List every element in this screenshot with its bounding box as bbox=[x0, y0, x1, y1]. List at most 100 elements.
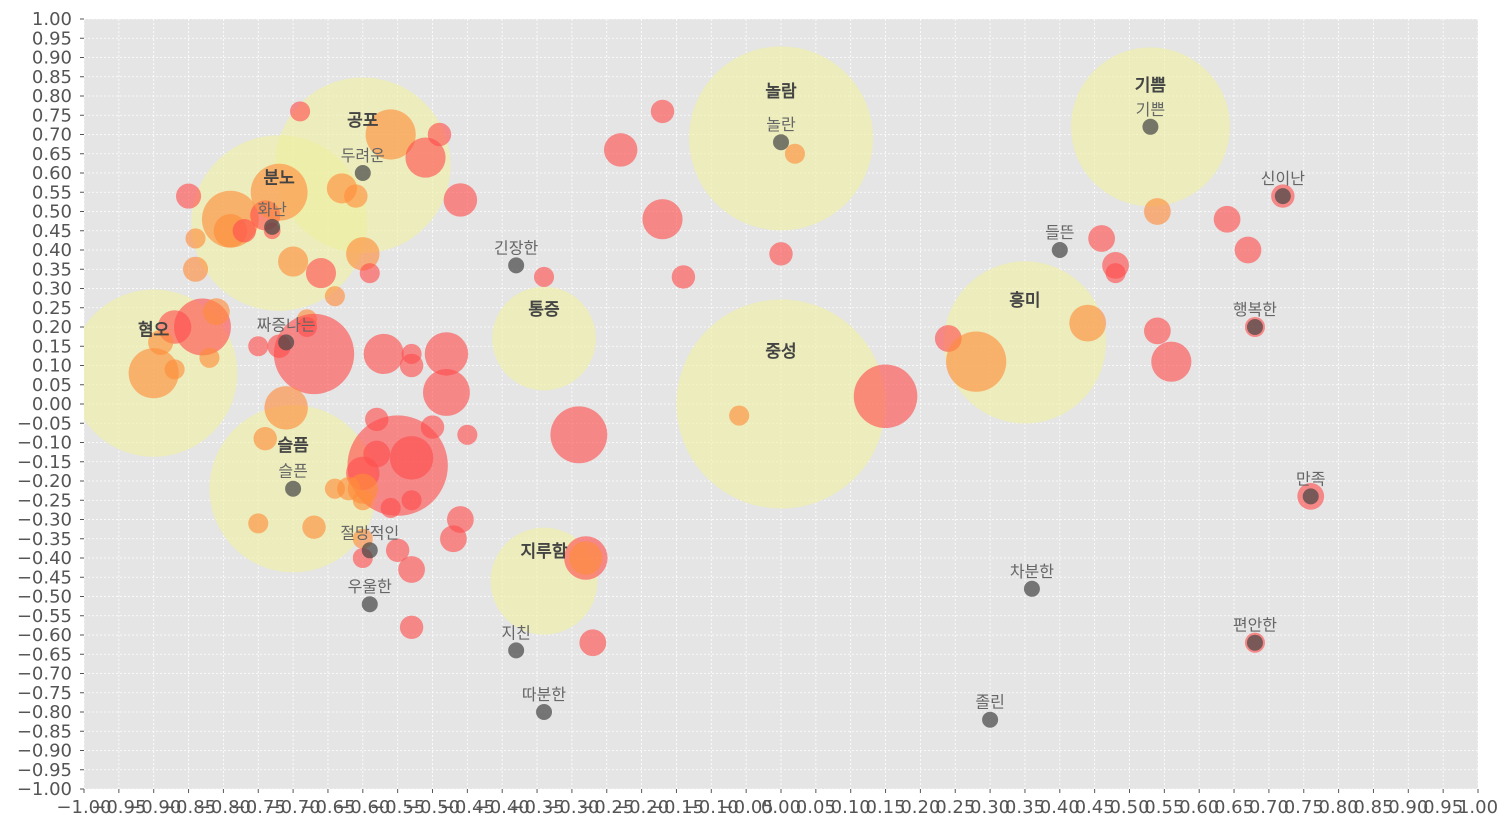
x-tick-label: −0.80 bbox=[196, 797, 251, 818]
word-label: 졸린 bbox=[975, 693, 1004, 712]
y-tick-label: 0.20 bbox=[32, 317, 72, 338]
emotion-point bbox=[729, 405, 750, 426]
emotion-point bbox=[533, 266, 555, 287]
emotion-point bbox=[344, 184, 368, 208]
y-tick-label: 0.00 bbox=[32, 394, 72, 415]
y-axis-ticks: −1.00−0.95−0.90−0.85−0.80−0.75−0.70−0.65… bbox=[17, 9, 84, 800]
x-tick-label: −0.30 bbox=[544, 797, 599, 818]
x-tick-label: −0.35 bbox=[509, 797, 564, 818]
category-label: 슬픔 bbox=[277, 436, 309, 456]
word-label: 놀란 bbox=[766, 115, 796, 134]
emotion-point bbox=[399, 615, 424, 640]
x-tick-label: −0.85 bbox=[161, 797, 216, 818]
emotion-point bbox=[1213, 205, 1241, 233]
emotion-point bbox=[346, 237, 380, 271]
y-tick-label: 0.60 bbox=[32, 163, 72, 184]
emotion-point bbox=[250, 163, 308, 221]
emotion-point bbox=[352, 490, 373, 511]
emotion-point bbox=[784, 143, 805, 164]
word-dots bbox=[264, 118, 1319, 728]
x-tick-label: −0.40 bbox=[475, 797, 530, 818]
word-dot bbox=[1246, 319, 1263, 335]
y-tick-label: −0.80 bbox=[17, 702, 72, 723]
word-label: 짜증나는 bbox=[257, 315, 316, 334]
emotion-point bbox=[650, 99, 675, 124]
word-dot bbox=[1246, 634, 1263, 651]
word-label: 지친 bbox=[501, 623, 530, 642]
x-tick-label: 0.45 bbox=[1075, 797, 1115, 818]
word-dot bbox=[361, 542, 378, 559]
y-tick-label: −0.35 bbox=[17, 529, 72, 550]
x-tick-label: 0.30 bbox=[970, 797, 1010, 818]
y-tick-label: −0.65 bbox=[17, 644, 72, 665]
word-label: 기쁜 bbox=[1136, 100, 1165, 119]
x-tick-label: −0.50 bbox=[405, 797, 460, 818]
x-tick-label: −0.95 bbox=[91, 797, 146, 818]
x-tick-label: 0.10 bbox=[831, 797, 871, 818]
word-label: 편안한 bbox=[1233, 616, 1277, 635]
x-tick-label: −0.60 bbox=[335, 797, 390, 818]
emotion-point bbox=[579, 629, 607, 657]
emotion-point bbox=[324, 286, 345, 307]
category-bubble bbox=[492, 286, 596, 391]
x-tick-label: 0.95 bbox=[1423, 797, 1463, 818]
category-label: 중성 bbox=[765, 342, 796, 362]
y-tick-label: −0.60 bbox=[17, 625, 72, 646]
y-tick-label: 0.50 bbox=[32, 202, 72, 223]
emotion-point bbox=[423, 369, 470, 416]
y-tick-label: 0.75 bbox=[32, 105, 72, 126]
emotion-point bbox=[148, 329, 174, 355]
y-tick-label: 0.80 bbox=[32, 86, 72, 107]
category-label: 통증 bbox=[528, 300, 560, 320]
x-tick-label: 0.00 bbox=[761, 797, 801, 818]
emotion-point bbox=[203, 298, 230, 325]
emotion-point bbox=[399, 353, 424, 378]
x-tick-label: 0.20 bbox=[900, 797, 940, 818]
category-label: 놀람 bbox=[765, 81, 797, 102]
emotion-point bbox=[1069, 304, 1107, 342]
word-dot bbox=[508, 642, 525, 659]
emotion-point bbox=[389, 436, 434, 480]
y-tick-label: −0.85 bbox=[17, 721, 72, 742]
x-tick-label: 0.70 bbox=[1249, 797, 1289, 818]
emotion-point bbox=[176, 183, 202, 209]
y-tick-label: −0.20 bbox=[17, 471, 72, 492]
x-tick-label: −0.55 bbox=[370, 797, 425, 818]
emotion-point bbox=[440, 525, 467, 553]
emotion-point bbox=[290, 101, 311, 122]
y-tick-label: 0.65 bbox=[32, 144, 72, 165]
word-label: 신이난 bbox=[1261, 169, 1305, 188]
y-tick-label: −0.15 bbox=[17, 452, 72, 473]
y-tick-label: −0.75 bbox=[17, 683, 72, 704]
emotion-point bbox=[427, 122, 452, 147]
y-tick-label: −0.90 bbox=[17, 741, 72, 762]
word-dot bbox=[1023, 580, 1040, 597]
y-tick-label: −0.50 bbox=[17, 587, 72, 608]
x-tick-label: 0.15 bbox=[866, 797, 906, 818]
y-tick-label: 0.35 bbox=[32, 259, 72, 280]
emotion-point bbox=[253, 426, 277, 451]
emotion-point bbox=[769, 242, 793, 266]
word-dot bbox=[536, 704, 553, 720]
emotion-point bbox=[603, 133, 638, 167]
y-tick-label: 0.70 bbox=[32, 125, 72, 146]
emotion-point bbox=[946, 331, 1007, 392]
x-tick-label: 0.25 bbox=[935, 797, 975, 818]
word-label: 두려운 bbox=[341, 146, 385, 165]
y-tick-label: 1.00 bbox=[32, 9, 72, 30]
y-tick-label: −0.05 bbox=[17, 413, 72, 434]
emotion-point bbox=[128, 348, 179, 399]
x-tick-label: −0.70 bbox=[266, 797, 321, 818]
y-tick-label: −0.10 bbox=[17, 433, 72, 454]
x-axis-ticks: −1.00−0.95−0.90−0.85−0.80−0.75−0.70−0.65… bbox=[56, 789, 1498, 818]
emotion-point bbox=[248, 513, 269, 534]
word-dot bbox=[1302, 488, 1319, 505]
emotion-point bbox=[569, 541, 603, 575]
x-tick-label: −0.65 bbox=[300, 797, 355, 818]
x-tick-label: 0.65 bbox=[1214, 797, 1254, 818]
category-label: 분노 bbox=[264, 169, 296, 189]
x-tick-label: 0.90 bbox=[1388, 797, 1428, 818]
word-dot bbox=[285, 480, 302, 497]
emotion-point bbox=[385, 538, 410, 563]
